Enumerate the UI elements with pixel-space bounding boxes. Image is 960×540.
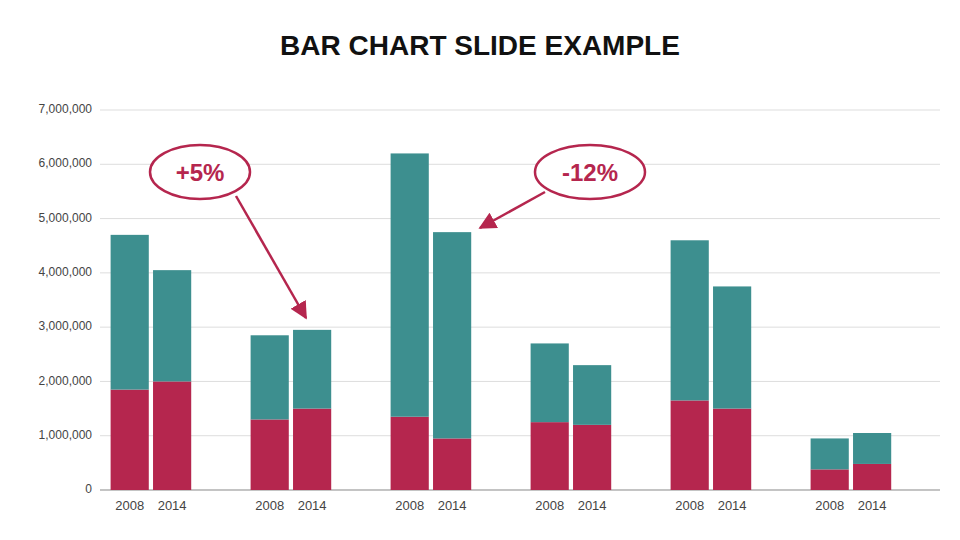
bar-segment (391, 153, 429, 416)
grid-line (100, 110, 940, 111)
bar-segment (153, 381, 191, 490)
chart-title: BAR CHART SLIDE EXAMPLE (280, 30, 680, 61)
grid-line (100, 381, 940, 382)
y-grid (100, 110, 940, 490)
x-tick-label: 2014 (578, 498, 607, 513)
bars (111, 153, 892, 490)
y-tick-labels: 0 1,000,000 2,000,000 3,000,000 4,000,000 5,0… (39, 102, 93, 496)
annotation-ellipse (150, 145, 250, 199)
annotation: +5% (150, 145, 306, 318)
annotation-text: +5% (176, 159, 225, 186)
x-tick-label: 2008 (115, 498, 144, 513)
y-tick-label: 7,000,000 (39, 102, 93, 116)
bar-segment (853, 433, 891, 464)
bar-segment (671, 400, 709, 490)
y-tick-label: 3,000,000 (39, 319, 93, 333)
bar-segment (433, 438, 471, 490)
x-tick-label: 2008 (675, 498, 704, 513)
x-tick-label: 2008 (815, 498, 844, 513)
bar-segment (433, 232, 471, 438)
x-tick-label: 2014 (438, 498, 467, 513)
bar-segment (391, 417, 429, 490)
bar-segment (853, 464, 891, 490)
bar-segment (811, 438, 849, 469)
bar-segment (251, 335, 289, 419)
bar-segment (531, 422, 569, 490)
bar-segment (111, 390, 149, 490)
x-tick-label: 2008 (255, 498, 284, 513)
annotation-text: -12% (562, 159, 618, 186)
bar-segment (111, 235, 149, 390)
bar-segment (713, 409, 751, 490)
grid-line (100, 435, 940, 436)
x-tick-label: 2008 (395, 498, 424, 513)
x-tick-label: 2014 (298, 498, 327, 513)
y-tick-label: 2,000,000 (39, 374, 93, 388)
x-tick-label: 2014 (158, 498, 187, 513)
bar-segment (811, 469, 849, 490)
chart-container: 0 1,000,000 2,000,000 3,000,000 4,000,000 5,0… (0, 0, 960, 540)
x-tick-label: 2014 (858, 498, 887, 513)
chart-svg: 0 1,000,000 2,000,000 3,000,000 4,000,000 5,0… (0, 0, 960, 540)
bar-segment (671, 240, 709, 400)
bar-segment (293, 330, 331, 409)
bar-segment (713, 286, 751, 408)
y-tick-label: 6,000,000 (39, 156, 93, 170)
bar-segment (153, 270, 191, 381)
y-tick-label: 0 (85, 482, 92, 496)
grid-line (100, 272, 940, 273)
grid-line (100, 327, 940, 328)
annotation-arrow (236, 196, 306, 318)
x-tick-label: 2008 (535, 498, 564, 513)
grid-line (100, 218, 940, 219)
bar-segment (531, 343, 569, 422)
annotation: -12% (480, 145, 645, 228)
annotation-ellipse (535, 145, 645, 199)
x-tick-labels: 2008 2014 2008 2014 2008 2014 2008 2014 2008 2014… (115, 498, 886, 513)
bar-segment (251, 419, 289, 490)
y-tick-label: 5,000,000 (39, 211, 93, 225)
bar-segment (573, 425, 611, 490)
annotation-arrow (480, 192, 545, 228)
bar-segment (293, 409, 331, 490)
x-tick-label: 2014 (718, 498, 747, 513)
y-tick-label: 1,000,000 (39, 428, 93, 442)
bar-segment (573, 365, 611, 425)
y-tick-label: 4,000,000 (39, 265, 93, 279)
